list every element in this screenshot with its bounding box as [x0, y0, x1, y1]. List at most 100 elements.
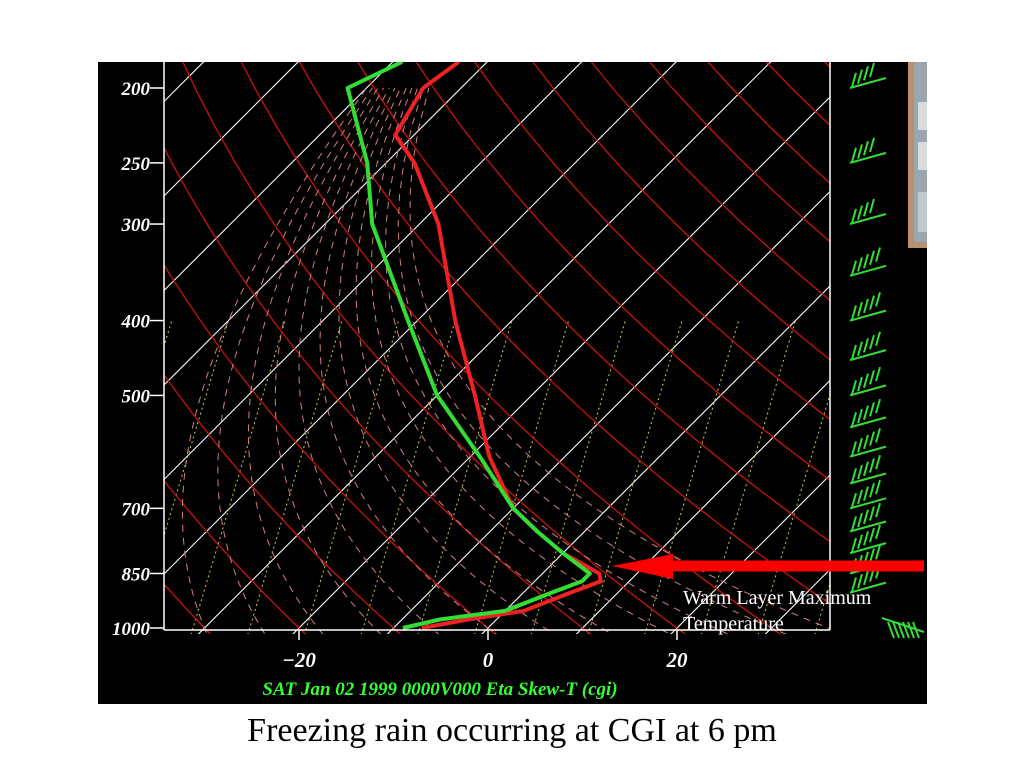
wind-barb [849, 247, 887, 277]
isotherm-line [197, 62, 772, 634]
inset-cell [918, 192, 927, 232]
dry-adiabat [164, 583, 212, 634]
isotherm-line [670, 474, 830, 634]
mixing-ratio-line [164, 320, 229, 538]
surface-wind-barbs [881, 617, 925, 639]
annotation-line-2: Temperature [683, 613, 784, 635]
mixing-ratio-line [417, 320, 513, 634]
x-tick-label: 20 [666, 648, 689, 672]
mixing-ratio-line [247, 320, 343, 634]
dry-adiabat [765, 62, 830, 127]
mixing-ratio-line [164, 320, 173, 349]
moist-adiabat [274, 87, 384, 634]
mixing-ratio-line [587, 320, 683, 634]
y-tick-label: 1000 [112, 619, 151, 640]
frame-layer [163, 62, 831, 631]
wind-barb [849, 198, 887, 225]
mixing-ratio-line [474, 320, 570, 634]
series-layer [345, 62, 603, 630]
annotation-line-1: Warm Layer Maximum [683, 587, 872, 609]
y-tick-label: 300 [121, 215, 151, 236]
mixing-ratio-line [530, 320, 626, 634]
dry-adiabat [357, 62, 830, 543]
y-tick-label: 700 [122, 499, 151, 520]
wind-barb [849, 524, 887, 555]
isotherm-line [164, 62, 205, 103]
chart-footer: SAT Jan 02 1999 0000V000 Eta Skew-T (cgi… [262, 679, 617, 700]
inset-cell [918, 142, 927, 170]
isotherm-line [292, 96, 830, 634]
wind-barb [849, 137, 887, 164]
dry-adiabat [415, 62, 830, 481]
mixing-ratio-line [98, 321, 115, 645]
dry-adiabat [823, 62, 830, 69]
y-tick-labels: 200 250 300 400 500 700 850 1000 [112, 79, 164, 640]
isotherm-line [164, 62, 394, 292]
moist-adiabat [298, 87, 440, 634]
moist-adiabat [355, 87, 614, 634]
temperature-profile [393, 62, 603, 630]
wind-barb [849, 454, 887, 485]
inset-panel [908, 62, 927, 248]
isotherm-line [386, 190, 830, 634]
wind-barb [849, 398, 887, 429]
wind-barb [849, 292, 887, 322]
dry-adiabat [164, 146, 592, 634]
wind-barbs [849, 62, 925, 639]
dry-adiabat [164, 263, 497, 634]
y-tick-label: 400 [121, 312, 151, 333]
mixing-ratio-line [869, 321, 927, 645]
dry-adiabat [182, 62, 687, 634]
moist-adiabat [409, 87, 830, 630]
isotherm-line [98, 62, 180, 644]
y-tick-label: 500 [122, 386, 151, 407]
moist-adiabat [248, 87, 379, 634]
x-tick-label: 0 [483, 648, 494, 672]
isotherm-line [164, 62, 299, 197]
x-tick-label: −20 [282, 648, 316, 672]
skewt-svg: 200 250 300 400 500 700 850 1000 −20 0 20 Warm La… [98, 62, 927, 700]
dry-adiabat [473, 62, 830, 421]
isotherm-line [575, 379, 830, 634]
wind-barb [849, 62, 887, 89]
isotherm-line [164, 62, 583, 481]
mixing-ratio-line [644, 320, 740, 634]
isotherm-line [481, 285, 830, 634]
dry-adiabat [707, 62, 830, 185]
dry-adiabat [164, 373, 402, 634]
mixing-ratio-line [925, 321, 927, 645]
slide-caption: Freezing rain occurring at CGI at 6 pm [247, 712, 777, 749]
dewpoint-profile [345, 62, 592, 630]
dry-adiabat [298, 62, 830, 605]
mixing-ratio-line [814, 581, 830, 634]
wind-barb [849, 428, 887, 458]
dry-adiabat [532, 62, 830, 361]
moist-adiabat [338, 87, 556, 634]
y-tick-label: 850 [122, 564, 151, 585]
moist-adiabat [181, 87, 367, 634]
moist-adiabat [370, 87, 671, 634]
moist-adiabat [319, 87, 498, 634]
mixing-ratio-line [757, 392, 830, 634]
mixing-ratio-line [360, 320, 456, 634]
dry-adiabat [98, 62, 125, 644]
wind-barb [849, 479, 887, 510]
dry-adiabat [240, 62, 782, 634]
skewt-chart-image: 200 250 300 400 500 700 850 1000 −20 0 20 Warm La… [98, 62, 927, 704]
annotation-arrow-head [612, 554, 673, 579]
annotation: Warm Layer Maximum Temperature [612, 554, 924, 635]
wind-barb [849, 502, 887, 533]
dry-adiabat [164, 479, 307, 634]
y-tick-label: 200 [121, 79, 151, 100]
y-tick-label: 250 [121, 154, 151, 175]
moist-adiabat [397, 87, 787, 634]
moist-adiabat [217, 87, 373, 634]
inset-cell [918, 102, 927, 130]
grid-layer [98, 62, 927, 645]
dry-adiabat [590, 62, 830, 302]
isotherm-line [164, 62, 488, 386]
dry-adiabat [648, 62, 830, 243]
x-tick-labels: −20 0 20 [282, 630, 688, 672]
mixing-ratio-line [304, 320, 400, 634]
